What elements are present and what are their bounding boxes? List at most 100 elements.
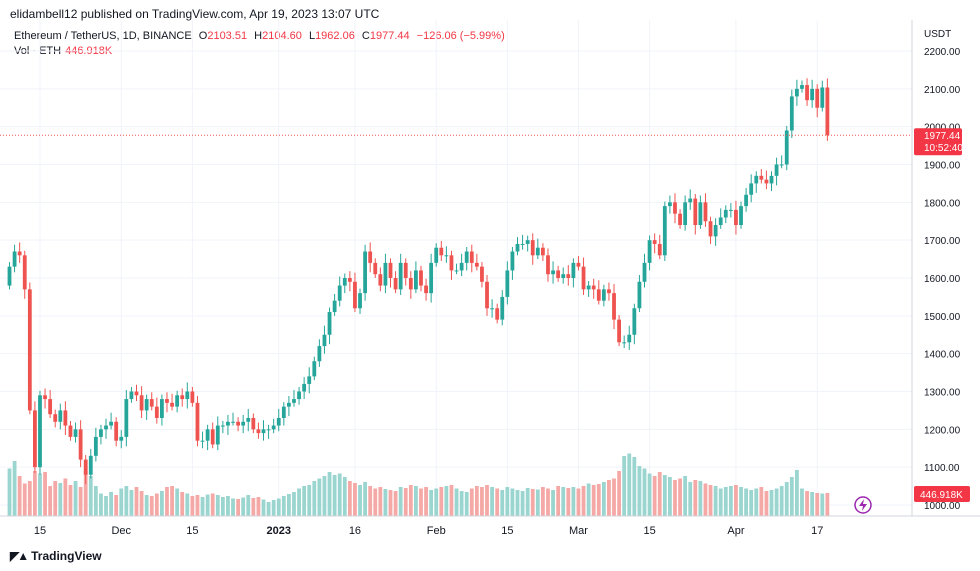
candle-body [226,421,230,426]
candle-layer [7,78,830,485]
volume-bar [287,494,291,516]
candle-body [607,289,611,294]
candle-body [734,209,738,226]
candle-body [546,255,550,275]
volume-bar [236,499,240,516]
volume-bar [347,481,352,516]
candle-body [637,281,642,309]
volume-bar [276,498,281,516]
volume-bar [728,486,733,516]
volume-bar [99,493,103,516]
volume-bar [668,477,672,516]
volume-bar [764,491,769,516]
volume-bar [734,485,738,516]
candle-body [139,395,144,411]
candle-body [541,247,545,256]
candle-body [632,308,637,335]
candle-body [774,164,779,176]
time-tick-label: 15 [186,525,198,537]
price-tick-label: 2100.00 [924,85,961,96]
volume-bar [642,468,647,516]
candle-body [373,262,378,275]
volume-bar [490,487,494,516]
candle-body [83,459,88,475]
footer-brand: TradingView [31,549,102,563]
volume-bar [83,471,88,516]
candle-body [505,270,510,297]
candle-body [43,395,47,400]
volume-bar [723,487,728,516]
tradingview-logo[interactable]: ◤▲ TradingView [10,549,102,563]
volume-bar [27,481,32,516]
candle-body [119,436,124,441]
legend-low: 1962.06 [315,30,355,42]
candle-body [210,429,215,445]
volume-bar [759,487,764,516]
volume-bar [515,490,520,516]
volume-bar [246,495,251,516]
candle-body [464,251,469,263]
candle-body [327,312,332,335]
volume-bar [820,493,825,516]
candle-body [779,164,784,166]
volume-bar [403,488,408,516]
volume-bar [520,491,525,516]
volume-bar [566,488,571,516]
candle-body [718,217,723,226]
volume-bar [713,486,718,516]
volume-bar [703,483,708,516]
candle-body [134,391,139,396]
candle-body [73,429,78,437]
candle-body [713,225,718,237]
lightning-icon[interactable] [854,496,872,514]
candle-body [454,270,459,272]
legend-close: 1977.44 [369,30,410,42]
volume-bar [444,486,449,516]
candle-body [109,421,113,426]
candle-body [114,421,119,441]
volume-bar [129,490,134,516]
candle-body [683,202,688,226]
candle-body [220,425,225,427]
candle-body [403,262,408,278]
candle-body [764,179,769,184]
candle-body [657,243,662,256]
volume-bar [337,473,342,516]
volume-bar [571,487,576,516]
candle-body [668,202,672,207]
volume-bar [622,456,627,516]
candle-body [261,429,266,434]
candle-body [38,395,42,468]
volume-bar [429,490,434,516]
volume-bar [581,486,586,516]
volume-bar [596,484,601,516]
candle-body [368,251,373,263]
time-tick-label: 15 [501,525,513,537]
candle-body [7,266,12,286]
candle-body [312,361,317,377]
volume-bar [525,488,530,516]
candle-body [408,278,413,290]
candle-body [200,440,205,442]
candle-body [601,289,606,301]
candle-body [251,417,256,430]
candle-body [388,262,393,278]
candle-body [688,198,693,203]
volume-bar [109,492,113,516]
volume-bar [601,482,606,516]
candle-body [378,274,383,286]
candle-body [556,270,561,278]
candle-body [749,183,754,195]
volume-bar [769,490,774,516]
volume-bar [464,492,469,516]
candle-body [490,308,494,310]
last-price-value: 1977.44 [924,131,961,142]
volume-bar [774,488,779,516]
volume-bar [815,493,820,516]
legend-symbol[interactable]: Ethereum / TetherUS, 1D, BINANCE [14,30,192,42]
time-tick-label: 15 [643,525,655,537]
volume-bar [373,488,378,516]
candle-body [383,262,388,286]
